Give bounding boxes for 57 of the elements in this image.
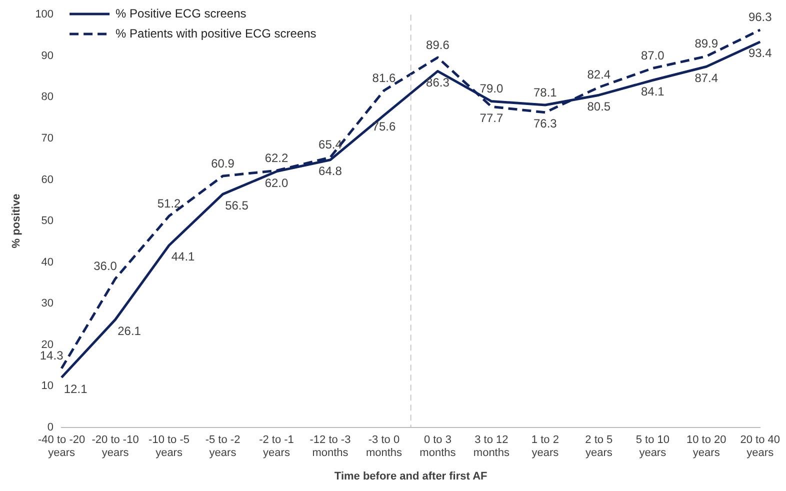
data-label: 84.1 — [640, 84, 665, 99]
data-label: 62.0 — [264, 176, 288, 190]
data-label: 36.0 — [94, 259, 118, 274]
data-label: 79.0 — [480, 82, 504, 96]
y-tick-label: 70 — [41, 132, 54, 144]
data-label: 87.0 — [640, 48, 665, 63]
data-label: 75.6 — [372, 120, 396, 134]
x-tick-label: 10 to 20 years — [686, 434, 726, 460]
x-tick-label: -5 to -2 years — [205, 434, 240, 460]
y-tick-label: 20 — [41, 338, 54, 351]
data-label: 93.4 — [748, 46, 772, 60]
x-tick-label: -2 to -1 years — [259, 434, 294, 460]
data-label: 62.2 — [264, 150, 288, 165]
data-label: 89.6 — [426, 38, 450, 52]
data-label: 96.3 — [748, 10, 772, 24]
x-tick-label: 3 to 12 months — [473, 434, 510, 460]
data-label: 60.9 — [211, 156, 235, 170]
data-label: 14.3 — [40, 348, 64, 363]
data-label: 89.9 — [694, 36, 718, 51]
data-label: 77.7 — [480, 110, 504, 125]
y-tick-label: 40 — [41, 256, 54, 268]
y-tick-label: 80 — [41, 91, 54, 104]
data-label: 65.4 — [318, 138, 342, 152]
data-label: 56.5 — [225, 198, 249, 212]
data-label: 87.4 — [694, 70, 718, 85]
x-tick-label: -3 to 0 months — [366, 434, 402, 460]
data-label: 82.4 — [587, 68, 611, 82]
x-tick-label: 20 to 40 years — [740, 434, 780, 460]
x-tick-label: 5 to 10 years — [636, 434, 670, 460]
x-tick-label: 1 to 2 years — [531, 434, 560, 460]
x-tick-label: 2 to 5 years — [585, 434, 613, 460]
data-label: 12.1 — [64, 382, 88, 396]
x-tick-label: -20 to -10 years — [92, 434, 139, 460]
data-label: 51.2 — [157, 196, 182, 210]
y-tick-label: 50 — [41, 215, 54, 228]
y-tick-label: 10 — [41, 380, 54, 392]
x-tick-label: -40 to -20 years — [38, 434, 86, 460]
data-label: 78.1 — [534, 85, 558, 100]
data-label: 86.3 — [426, 75, 450, 90]
data-label: 44.1 — [171, 250, 196, 264]
x-axis-title: Time before and after first AF — [334, 470, 488, 482]
data-label: 81.6 — [372, 70, 396, 85]
data-label: 64.8 — [318, 164, 342, 178]
x-tick-label: -10 to -5 years — [148, 434, 190, 460]
y-tick-label: 30 — [41, 298, 54, 310]
y-tick-label: 0 — [47, 421, 54, 434]
data-label: 80.5 — [587, 99, 611, 114]
y-tick-label: 60 — [41, 174, 54, 186]
y-axis-title: % positive — [10, 194, 23, 248]
y-tick-label: 90 — [41, 50, 54, 62]
x-tick-label: 0 to 3 months — [420, 434, 456, 460]
x-tick-label: -12 to -3 months — [310, 434, 351, 460]
data-label: 76.3 — [534, 116, 558, 131]
legend-label: % Patients with positive ECG screens — [116, 26, 316, 40]
y-tick-label: 100 — [35, 8, 54, 21]
legend-label: % Positive ECG screens — [116, 6, 246, 20]
data-label: 26.1 — [118, 324, 142, 338]
